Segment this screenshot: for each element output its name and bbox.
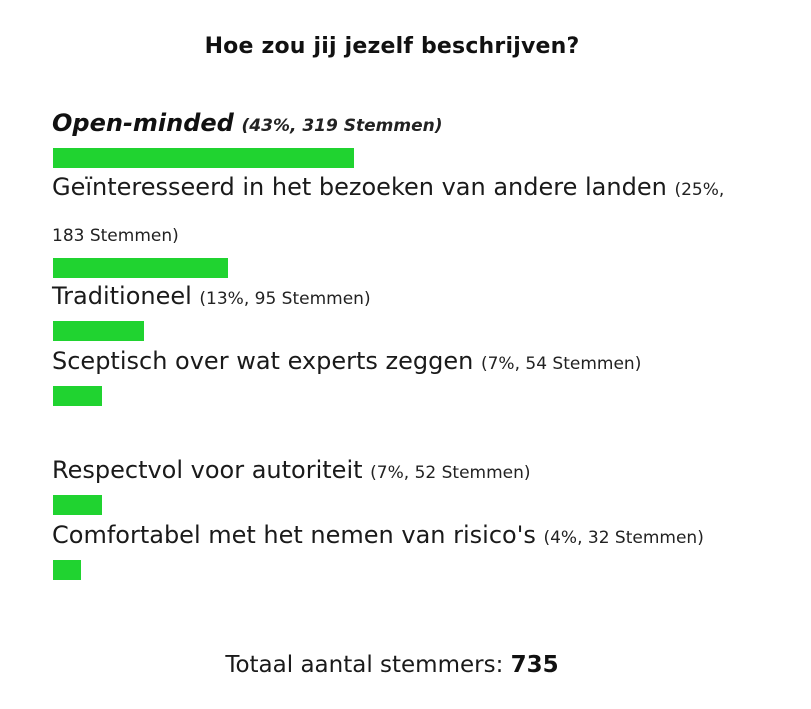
bar-track	[52, 386, 752, 406]
answer-meta: (43%, 319 Stemmen)	[241, 116, 443, 136]
bar-open-minded	[53, 148, 354, 168]
bar-track	[52, 148, 752, 168]
poll-answer: Respectvol voor autoriteit (7%, 52 Stemm…	[52, 449, 752, 515]
total-label: Totaal aantal stemmers:	[225, 652, 504, 678]
answer-text: Sceptisch over wat experts zeggen (7%, 5…	[52, 340, 752, 386]
poll-answer: Geïnteresseerd in het bezoeken van ander…	[52, 166, 752, 278]
bar-geinteresseerd	[53, 258, 228, 278]
answer-label: Sceptisch over wat experts zeggen	[52, 347, 474, 375]
answer-label: Comfortabel met het nemen van risico's	[52, 521, 536, 549]
bar-comfortabel	[53, 560, 81, 580]
answer-meta: (7%, 52 Stemmen)	[370, 463, 531, 483]
answer-meta: (13%, 95 Stemmen)	[199, 289, 371, 309]
bar-traditioneel	[53, 321, 144, 341]
poll-answer: Sceptisch over wat experts zeggen (7%, 5…	[52, 340, 752, 406]
poll-title: Hoe zou jij jezelf beschrijven?	[204, 34, 580, 59]
poll-answer: Open-minded (43%, 319 Stemmen)	[52, 102, 752, 168]
answer-text: Traditioneel (13%, 95 Stemmen)	[52, 275, 752, 321]
answer-text: Respectvol voor autoriteit (7%, 52 Stemm…	[52, 449, 752, 495]
poll-answer: Traditioneel (13%, 95 Stemmen)	[52, 275, 752, 341]
answer-meta: (25%, 183 Stemmen)	[52, 180, 725, 246]
answer-text: Geïnteresseerd in het bezoeken van ander…	[52, 166, 752, 258]
bar-track	[52, 258, 752, 278]
poll-answer: Comfortabel met het nemen van risico's (…	[52, 514, 752, 580]
bar-sceptisch	[53, 386, 102, 406]
answer-text: Comfortabel met het nemen van risico's (…	[52, 514, 752, 560]
answer-meta: (4%, 32 Stemmen)	[543, 528, 704, 548]
answer-meta: (7%, 54 Stemmen)	[480, 354, 642, 374]
total-voters: Totaal aantal stemmers: 735	[52, 652, 732, 678]
total-number: 735	[510, 652, 559, 678]
answer-label: Open-minded	[52, 109, 234, 137]
bar-track	[52, 321, 752, 341]
answer-label: Geïnteresseerd in het bezoeken van ander…	[52, 173, 667, 201]
bar-track	[52, 495, 752, 515]
answer-label: Traditioneel	[52, 282, 192, 310]
bar-track	[52, 560, 752, 580]
answer-label: Respectvol voor autoriteit	[52, 456, 363, 484]
bar-respectvol	[53, 495, 102, 515]
answer-text: Open-minded (43%, 319 Stemmen)	[52, 102, 752, 148]
